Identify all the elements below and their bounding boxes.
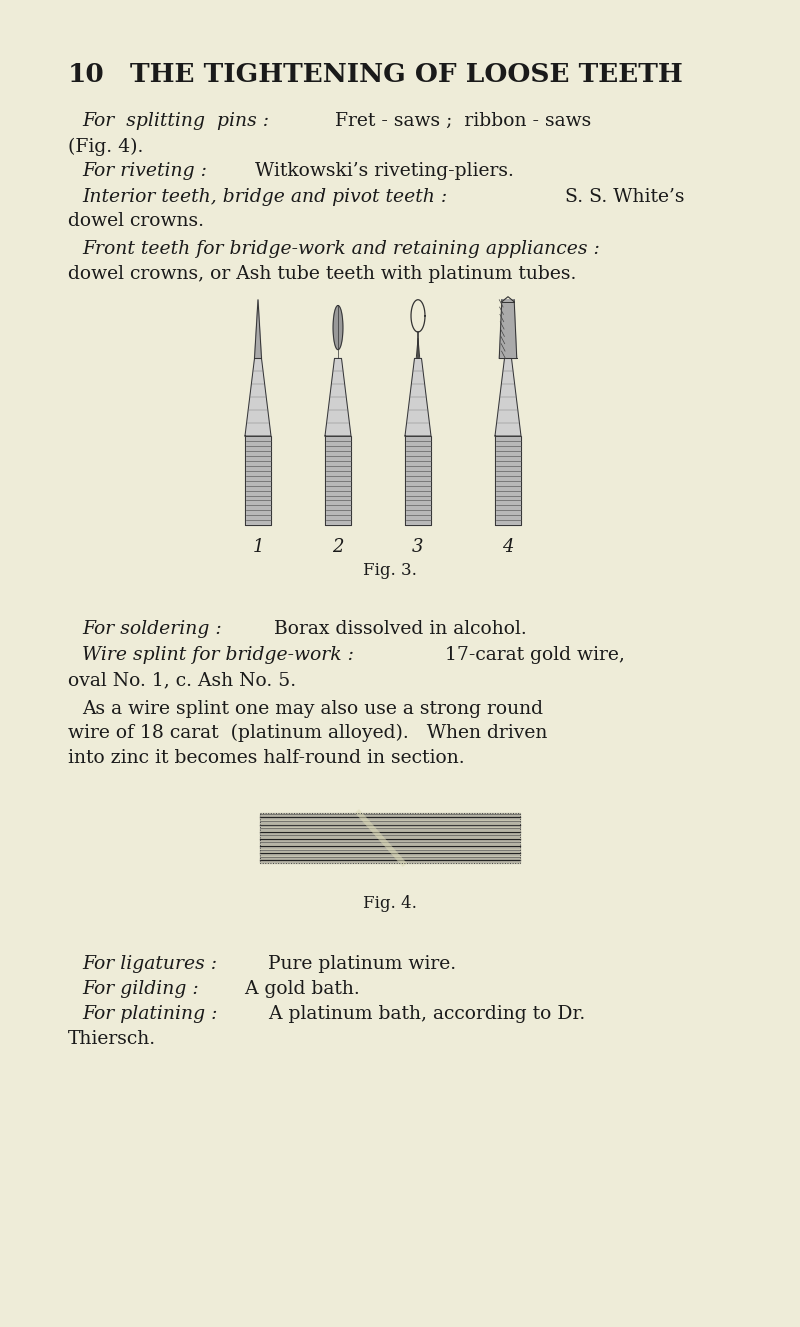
Text: Interior teeth, bridge and pivot teeth :: Interior teeth, bridge and pivot teeth :: [82, 188, 447, 206]
Polygon shape: [333, 305, 343, 349]
Text: 1: 1: [252, 537, 264, 556]
Text: A gold bath.: A gold bath.: [233, 981, 359, 998]
Text: Front teeth for bridge-work and retaining appliances :: Front teeth for bridge-work and retainin…: [82, 240, 600, 257]
Text: THE TIGHTENING OF LOOSE TEETH: THE TIGHTENING OF LOOSE TEETH: [130, 62, 682, 88]
Polygon shape: [245, 358, 271, 437]
Text: For  splitting  pins :: For splitting pins :: [82, 111, 269, 130]
Polygon shape: [495, 437, 521, 525]
Text: S. S. White’s: S. S. White’s: [554, 188, 685, 206]
Polygon shape: [405, 358, 431, 437]
Text: Pure platinum wire.: Pure platinum wire.: [256, 955, 457, 973]
Polygon shape: [411, 300, 425, 332]
Text: dowel crowns.: dowel crowns.: [68, 212, 204, 230]
Polygon shape: [245, 437, 271, 525]
Text: For platining :: For platining :: [82, 1005, 218, 1023]
Text: For gilding :: For gilding :: [82, 981, 198, 998]
Text: For soldering :: For soldering :: [82, 620, 222, 638]
Polygon shape: [495, 358, 521, 437]
Text: 17-carat gold wire,: 17-carat gold wire,: [433, 646, 625, 664]
Text: 2: 2: [332, 537, 344, 556]
Text: 4: 4: [502, 537, 514, 556]
Polygon shape: [260, 813, 520, 863]
Text: oval No. 1, c. Ash No. 5.: oval No. 1, c. Ash No. 5.: [68, 671, 296, 689]
Polygon shape: [325, 437, 351, 525]
Text: (Fig. 4).: (Fig. 4).: [68, 138, 143, 157]
Text: dowel crowns, or Ash tube teeth with platinum tubes.: dowel crowns, or Ash tube teeth with pla…: [68, 265, 576, 283]
Text: Borax dissolved in alcohol.: Borax dissolved in alcohol.: [262, 620, 527, 638]
Text: Fret - saws ;  ribbon - saws: Fret - saws ; ribbon - saws: [323, 111, 592, 130]
Text: Fig. 4.: Fig. 4.: [363, 894, 417, 912]
Text: 3: 3: [412, 537, 424, 556]
Text: A platinum bath, according to Dr.: A platinum bath, according to Dr.: [257, 1005, 585, 1023]
Polygon shape: [254, 300, 262, 358]
Text: For ligatures :: For ligatures :: [82, 955, 217, 973]
Polygon shape: [325, 358, 351, 437]
Text: Wire splint for bridge-work :: Wire splint for bridge-work :: [82, 646, 354, 664]
Text: into zinc it becomes half-round in section.: into zinc it becomes half-round in secti…: [68, 748, 465, 767]
Text: wire of 18 carat  (platinum alloyed).   When driven: wire of 18 carat (platinum alloyed). Whe…: [68, 725, 547, 742]
Text: 10: 10: [68, 62, 105, 88]
Polygon shape: [499, 300, 517, 358]
Text: For riveting :: For riveting :: [82, 162, 207, 180]
Text: Fig. 3.: Fig. 3.: [363, 563, 417, 579]
Text: Thiersch.: Thiersch.: [68, 1030, 156, 1048]
Text: Witkowski’s riveting-pliers.: Witkowski’s riveting-pliers.: [243, 162, 514, 180]
Text: As a wire splint one may also use a strong round: As a wire splint one may also use a stro…: [82, 701, 543, 718]
Polygon shape: [405, 437, 431, 525]
